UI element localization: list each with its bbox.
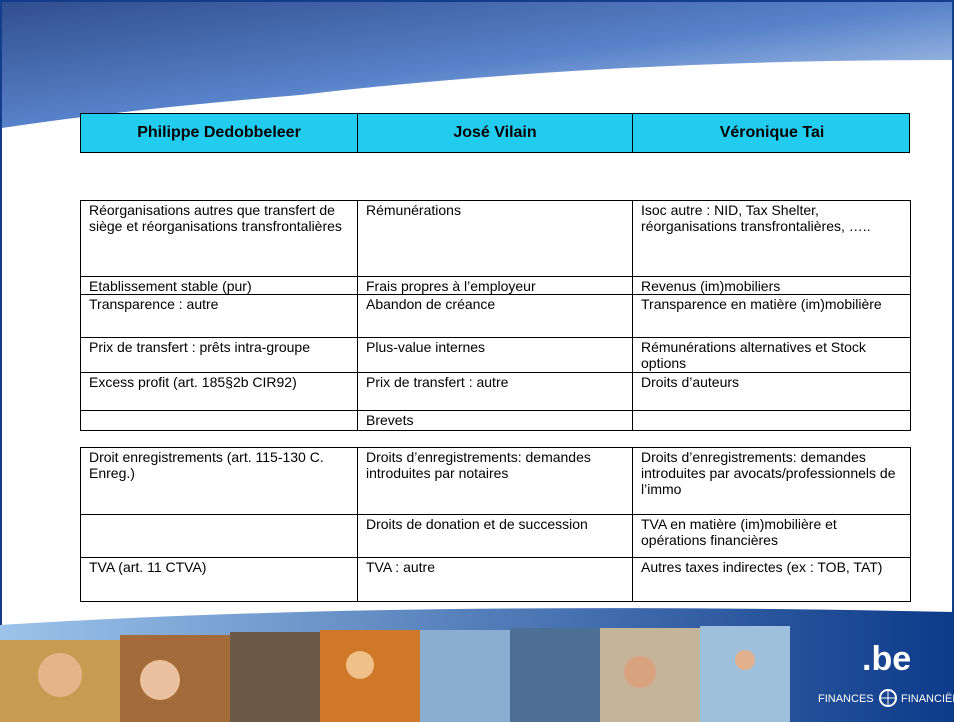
table-row: Transparence : autre Abandon de créance Tr… <box>80 294 911 338</box>
table-cell: Réorganisations autres que transfert de … <box>80 200 358 277</box>
table-cell: Transparence : autre <box>80 294 358 338</box>
table-cell: Rémunérations alternatives et Stock opti… <box>632 337 911 373</box>
table-cell: Etablissement stable (pur) <box>80 276 358 295</box>
table-cell <box>632 410 911 431</box>
table-cell: Plus-value internes <box>357 337 633 373</box>
table-cell: Revenus (im)mobiliers <box>632 276 911 295</box>
table-row: TVA (art. 11 CTVA) TVA : autre Autres taxe… <box>80 557 911 602</box>
table-row: Prix de transfert : prêts intra-groupe Pl… <box>80 337 911 373</box>
footer-text: FINANCES <box>818 693 874 705</box>
table-cell: Frais propres à l’employeur <box>357 276 633 295</box>
table-cell: TVA (art. 11 CTVA) <box>80 557 358 602</box>
table-cell: TVA en matière (im)mobilière et opératio… <box>632 514 911 558</box>
table-row: Etablissement stable (pur) Frais propres … <box>80 276 911 295</box>
table-cell: Prix de transfert : prêts intra-groupe <box>80 337 358 373</box>
table-cell: Isoc autre : NID, Tax Shelter, réorganis… <box>632 200 911 277</box>
footer-text: FINANCIËN <box>901 693 954 705</box>
table-cell: Abandon de créance <box>357 294 633 338</box>
photo-strip <box>0 626 790 722</box>
table-cell: Droit enregistrements (art. 115-130 C. E… <box>80 447 358 515</box>
table-row: Excess profit (art. 185§2b CIR92) Prix de… <box>80 372 911 411</box>
table-cell <box>80 410 358 431</box>
table-cell: Droits de donation et de succession <box>357 514 633 558</box>
table: Réorganisations autres que transfert de … <box>80 200 911 431</box>
table: Droit enregistrements (art. 115-130 C. E… <box>80 447 911 602</box>
header-cell: Philippe Dedobbeleer <box>81 114 358 152</box>
table-cell <box>80 514 358 558</box>
table-cell: Droits d’enregistrements: demandes intro… <box>632 447 911 515</box>
table-row: Brevets <box>80 410 911 431</box>
logo-icon <box>879 689 897 707</box>
table-cell: Transparence en matière (im)mobilière <box>632 294 911 338</box>
table-row: Réorganisations autres que transfert de … <box>80 200 911 277</box>
logo: .be <box>862 640 912 678</box>
table-cell: Prix de transfert : autre <box>357 372 633 411</box>
table-cell: Excess profit (art. 185§2b CIR92) <box>80 372 358 411</box>
table-cell: Autres taxes indirectes (ex : TOB, TAT) <box>632 557 911 602</box>
table-cell: Droits d’enregistrements: demandes intro… <box>357 447 633 515</box>
header-cell: Véronique Tai <box>719 124 825 141</box>
header-row: Philippe Dedobbeleer José Vilain Véronique… <box>80 113 910 153</box>
table-cell: TVA : autre <box>357 557 633 602</box>
table-row: Droit enregistrements (art. 115-130 C. E… <box>80 447 911 515</box>
table-cell: Droits d’auteurs <box>632 372 911 411</box>
table-cell: Brevets <box>357 410 633 431</box>
table-row: Droits de donation et de succession TVA e… <box>80 514 911 558</box>
table-cell: Rémunérations <box>357 200 633 277</box>
header-cell: José Vilain <box>358 114 633 152</box>
